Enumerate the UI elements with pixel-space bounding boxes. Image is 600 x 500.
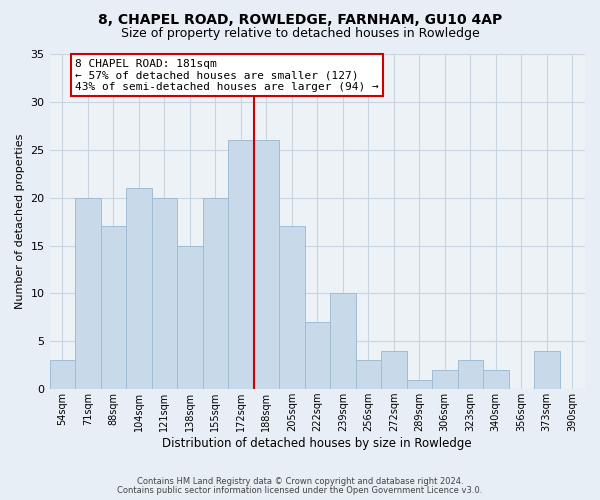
Bar — [356, 360, 381, 389]
Bar — [407, 380, 432, 389]
Text: Contains public sector information licensed under the Open Government Licence v3: Contains public sector information licen… — [118, 486, 482, 495]
Bar — [534, 351, 560, 389]
Y-axis label: Number of detached properties: Number of detached properties — [15, 134, 25, 310]
Bar — [203, 198, 228, 389]
Text: Size of property relative to detached houses in Rowledge: Size of property relative to detached ho… — [121, 28, 479, 40]
Text: 8, CHAPEL ROAD, ROWLEDGE, FARNHAM, GU10 4AP: 8, CHAPEL ROAD, ROWLEDGE, FARNHAM, GU10 … — [98, 12, 502, 26]
Bar — [330, 294, 356, 389]
Bar — [101, 226, 126, 389]
Bar — [254, 140, 279, 389]
Bar — [305, 322, 330, 389]
Bar — [228, 140, 254, 389]
Bar — [458, 360, 483, 389]
Bar — [483, 370, 509, 389]
Bar — [126, 188, 152, 389]
Bar — [152, 198, 177, 389]
X-axis label: Distribution of detached houses by size in Rowledge: Distribution of detached houses by size … — [163, 437, 472, 450]
Text: Contains HM Land Registry data © Crown copyright and database right 2024.: Contains HM Land Registry data © Crown c… — [137, 477, 463, 486]
Bar — [381, 351, 407, 389]
Text: 8 CHAPEL ROAD: 181sqm
← 57% of detached houses are smaller (127)
43% of semi-det: 8 CHAPEL ROAD: 181sqm ← 57% of detached … — [75, 59, 379, 92]
Bar — [279, 226, 305, 389]
Bar — [432, 370, 458, 389]
Bar — [75, 198, 101, 389]
Bar — [50, 360, 75, 389]
Bar — [177, 246, 203, 389]
